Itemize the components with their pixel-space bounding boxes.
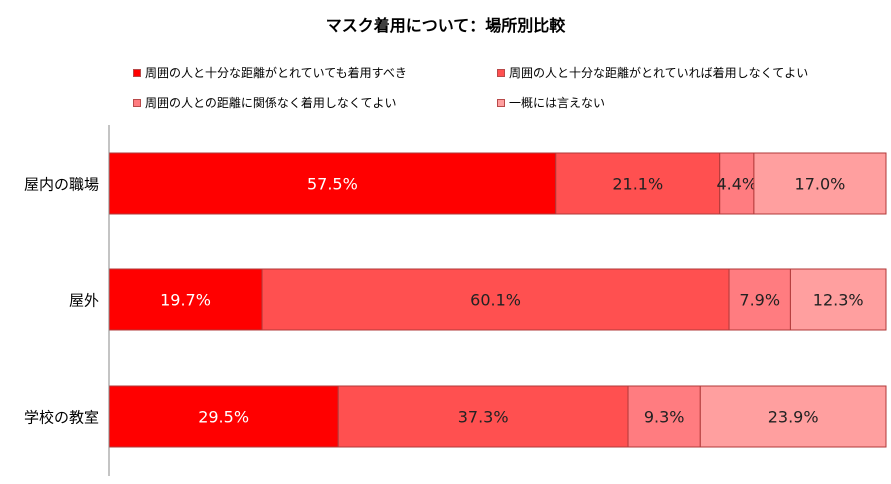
bar-1-1 [108,152,557,215]
bar-2-1 [108,268,263,331]
bar-3-3 [627,385,701,448]
data-label-2-1: 19.7% [160,291,211,310]
legend-item-1: 周囲の人と十分な距離がとれていても着用すべき [133,64,407,81]
data-label-1-2: 21.1% [612,175,663,194]
legend-item-2: 周囲の人と十分な距離がとれていれば着用しなくてよい [497,64,808,81]
bar-3-4 [699,385,887,448]
bar-2-3 [728,268,791,331]
legend-item-3: 周囲の人との距離に関係なく着用しなくてよい [133,94,397,111]
legend-label-3: 周囲の人との距離に関係なく着用しなくてよい [145,96,397,110]
legend-label-1: 周囲の人と十分な距離がとれていても着用すべき [145,66,407,80]
data-label-3-4: 23.9% [768,408,819,427]
chart-title: マスク着用について：場所別比較 [325,16,566,35]
legend-swatch-4 [497,98,505,107]
category-label-2: 屋外 [69,292,99,310]
data-label-2-4: 12.3% [813,291,864,310]
legend-swatch-1 [133,68,141,77]
bar-2-2 [261,268,730,331]
bar-1-3 [719,152,755,215]
bar-1-4 [753,152,887,215]
data-label-1-3: 4.4% [716,175,757,194]
data-label-1-4: 17.0% [795,175,846,194]
data-label-1-1: 57.5% [307,175,358,194]
data-label-3-1: 29.5% [198,408,249,427]
bar-3-1 [108,385,339,448]
data-label-2-3: 7.9% [739,291,780,310]
bar-2-4 [789,268,887,331]
category-label-3: 学校の教室 [24,409,99,427]
legend-swatch-2 [497,68,505,77]
legend-swatch-3 [133,98,141,107]
legend-label-2: 周囲の人と十分な距離がとれていれば着用しなくてよい [509,66,809,80]
bar-3-2 [337,385,629,448]
category-label-1: 屋内の職場 [24,176,99,194]
data-label-3-3: 9.3% [644,408,685,427]
data-label-2-2: 60.1% [470,291,521,310]
data-label-3-2: 37.3% [458,408,509,427]
legend-label-4: 一概には言えない [509,96,606,110]
legend-item-4: 一概には言えない [497,94,605,111]
